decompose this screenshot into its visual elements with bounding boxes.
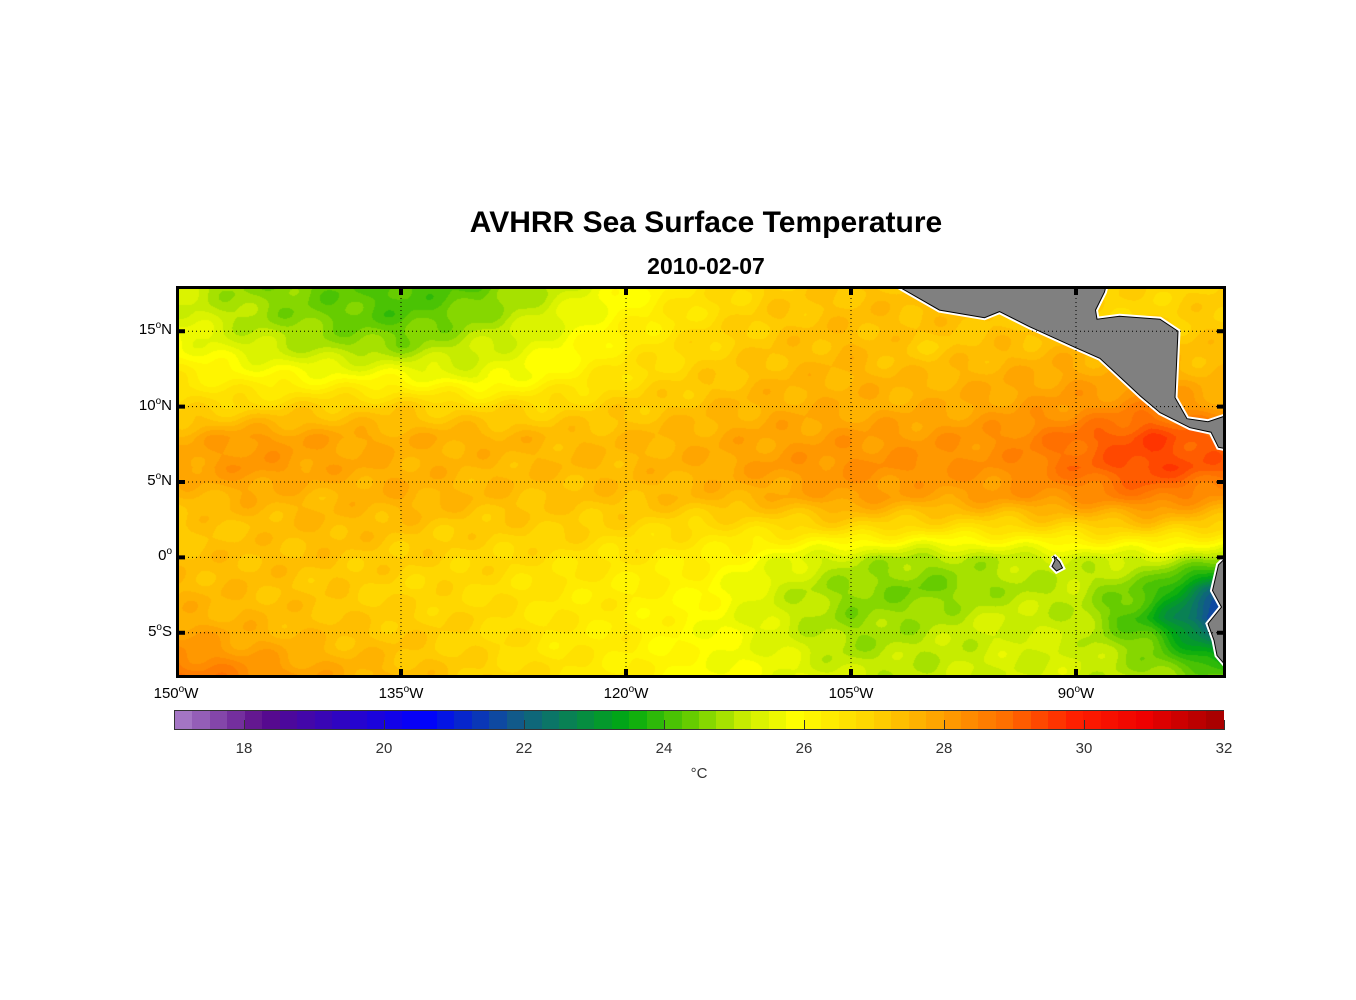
colorbar-tick-mark [1084, 720, 1085, 730]
colorbar-tick-label: 22 [515, 740, 533, 757]
colorbar-swatch [1013, 711, 1032, 729]
colorbar-swatch [175, 711, 194, 729]
colorbar-tick-mark [524, 720, 525, 730]
colorbar-swatch [646, 711, 666, 729]
chart-title: AVHRR Sea Surface Temperature [469, 206, 943, 239]
colorbar-swatch [943, 711, 963, 729]
colorbar-swatch [541, 711, 561, 729]
colorbar-swatch [192, 711, 211, 729]
colorbar-swatch [297, 711, 316, 729]
x-tick-label: 135oW [378, 684, 424, 702]
colorbar-swatch [786, 711, 805, 729]
colorbar-swatch [227, 711, 246, 729]
colorbar-tick-label: 28 [935, 740, 953, 757]
colorbar-swatch [314, 711, 334, 729]
colorbar-swatch [1100, 711, 1120, 729]
colorbar-swatch [1170, 711, 1190, 729]
colorbar [174, 710, 1225, 730]
colorbar-tick-mark [1224, 720, 1225, 730]
colorbar-swatch [1048, 711, 1067, 729]
colorbar-tick-label: 24 [655, 740, 673, 757]
galapagos-land [1051, 555, 1064, 572]
colorbar-swatch [733, 711, 753, 729]
map-overlay [176, 286, 1226, 678]
colorbar-swatch [995, 711, 1015, 729]
x-tick-label: 90oW [1057, 684, 1095, 702]
colorbar-swatch [1153, 711, 1172, 729]
colorbar-tick-mark [664, 720, 665, 730]
colorbar-swatch [559, 711, 578, 729]
colorbar-swatch [506, 711, 526, 729]
y-tick-label: 10oN [138, 395, 172, 414]
colorbar-tick-mark [944, 720, 945, 730]
colorbar-swatch [402, 711, 421, 729]
colorbar-swatch [594, 711, 613, 729]
colorbar-swatch [419, 711, 439, 729]
colorbar-swatch [699, 711, 718, 729]
colorbar-tick-label: 30 [1075, 740, 1093, 757]
colorbar-tick-label: 32 [1215, 740, 1233, 757]
map-frame [176, 286, 1226, 678]
colorbar-swatch [1083, 711, 1102, 729]
colorbar-swatch [716, 711, 735, 729]
colorbar-swatch [926, 711, 945, 729]
colorbar-swatch [611, 711, 631, 729]
colorbar-swatch [279, 711, 299, 729]
colorbar-swatch [856, 711, 875, 729]
colorbar-swatch [471, 711, 491, 729]
colorbar-swatch [629, 711, 648, 729]
colorbar-tick-label: 18 [235, 740, 253, 757]
colorbar-swatch [891, 711, 910, 729]
colorbar-swatch [681, 711, 701, 729]
colorbar-swatch [1030, 711, 1050, 729]
colorbar-unit-label: °C [690, 765, 708, 782]
colorbar-swatch [524, 711, 543, 729]
colorbar-swatch [454, 711, 473, 729]
colorbar-swatch [1135, 711, 1155, 729]
colorbar-swatch [1065, 711, 1085, 729]
colorbar-tick-mark [804, 720, 805, 730]
chart-subtitle: 2010-02-07 [647, 253, 765, 279]
colorbar-swatch [961, 711, 980, 729]
colorbar-swatch [437, 711, 456, 729]
colorbar-swatch [209, 711, 229, 729]
colorbar-swatch [838, 711, 858, 729]
colorbar-swatch [262, 711, 281, 729]
colorbar-swatch [489, 711, 508, 729]
colorbar-tick-mark [244, 720, 245, 730]
colorbar-swatch [751, 711, 770, 729]
y-tick-label: 0o [158, 546, 172, 565]
colorbar-swatch [1118, 711, 1137, 729]
colorbar-swatch [367, 711, 386, 729]
x-tick-label: 105oW [828, 684, 874, 702]
colorbar-tick-label: 26 [795, 740, 813, 757]
colorbar-swatch [1188, 711, 1207, 729]
colorbar-swatch [978, 711, 997, 729]
colorbar-swatch [821, 711, 840, 729]
y-tick-label: 5oS [148, 621, 172, 640]
colorbar-swatch [384, 711, 404, 729]
colorbar-swatch [349, 711, 369, 729]
colorbar-swatch [332, 711, 351, 729]
colorbar-tick-mark [384, 720, 385, 730]
colorbar-tick-label: 20 [375, 740, 393, 757]
x-tick-label: 120oW [603, 684, 649, 702]
colorbar-swatch [244, 711, 264, 729]
y-tick-label: 15oN [138, 320, 172, 339]
central-america-land [896, 286, 1226, 450]
colorbar-swatch [664, 711, 683, 729]
x-tick-label: 150oW [153, 684, 199, 702]
sst-map [176, 286, 1226, 678]
colorbar-swatch [873, 711, 893, 729]
colorbar-swatch [803, 711, 823, 729]
colorbar-swatch [576, 711, 596, 729]
colorbar-swatch [1205, 711, 1225, 729]
colorbar-swatch [768, 711, 788, 729]
y-tick-label: 5oN [147, 471, 172, 489]
colorbar-swatch [908, 711, 928, 729]
